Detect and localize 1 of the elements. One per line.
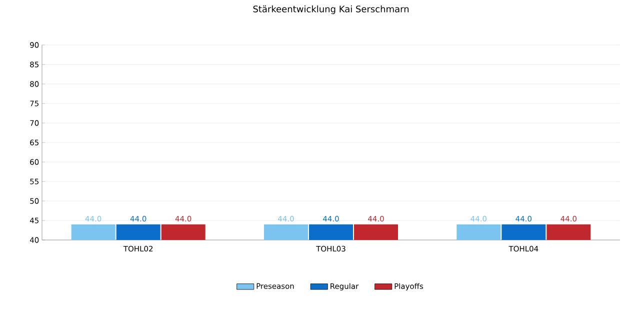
chart-title: Stärkeentwicklung Kai Serschmarn [253,5,409,14]
